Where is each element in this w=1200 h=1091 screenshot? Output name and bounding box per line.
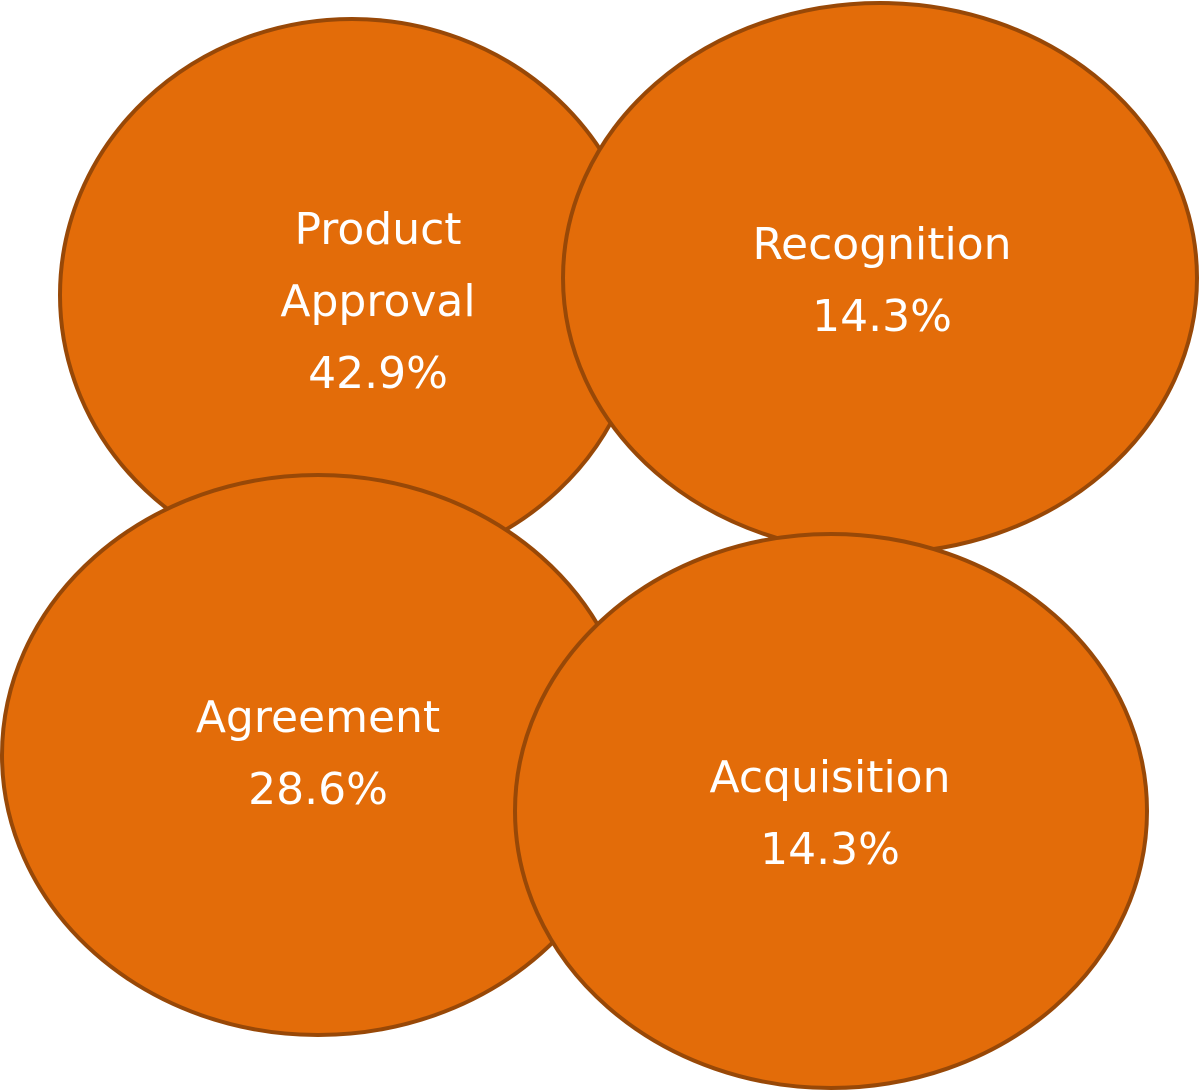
node-text: Recognition 14.3%: [682, 209, 1082, 353]
node-label: Recognition: [752, 219, 1012, 270]
node-label: Acquisition: [709, 752, 951, 803]
node-text: Agreement 28.6%: [118, 682, 518, 826]
node-value: 28.6%: [248, 764, 388, 815]
node-label: Product Approval: [280, 204, 476, 327]
node-value: 42.9%: [308, 348, 448, 399]
node-text: Acquisition 14.3%: [630, 742, 1030, 886]
node-value: 14.3%: [812, 291, 952, 342]
node-ellipse: [513, 532, 1149, 1090]
node-value: 14.3%: [760, 824, 900, 875]
node-label: Agreement: [195, 692, 441, 743]
node-text: Product Approval 42.9%: [248, 194, 508, 410]
